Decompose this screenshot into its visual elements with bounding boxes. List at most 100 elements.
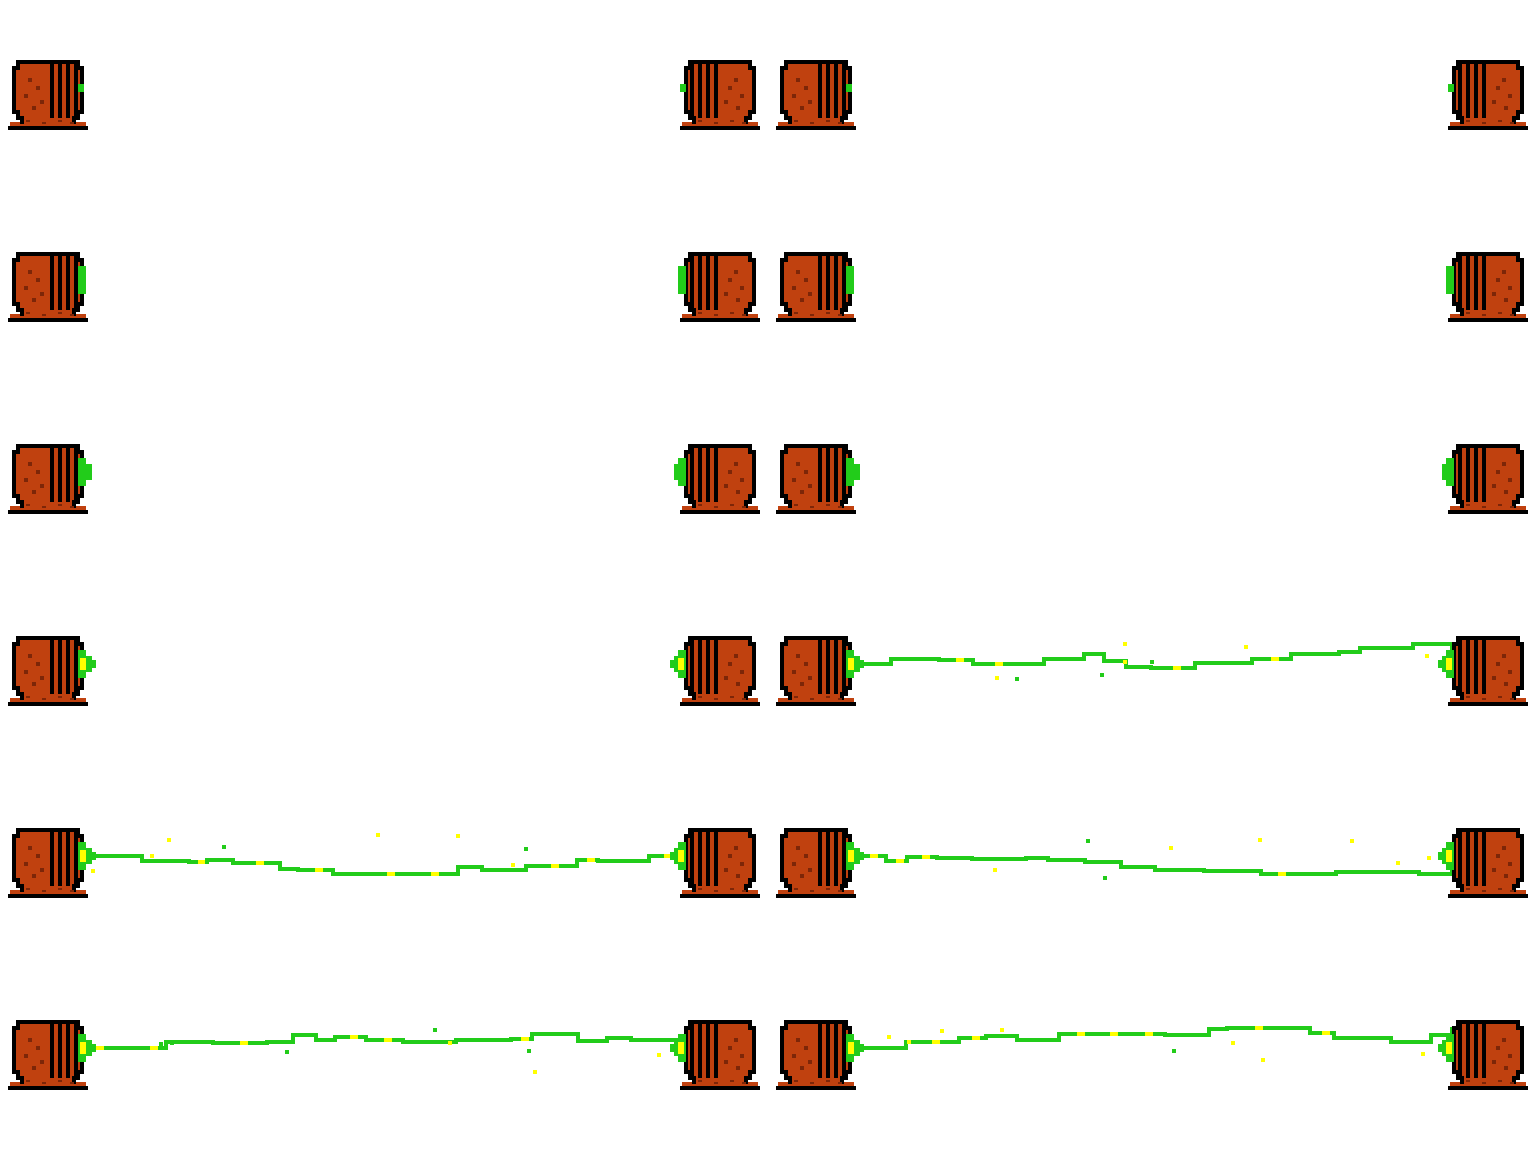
tesla-coil-sprite — [678, 252, 760, 322]
spark — [170, 1041, 174, 1045]
spark — [995, 676, 999, 680]
animation-frame-row — [8, 1020, 1528, 1090]
emitter-glow — [670, 660, 680, 668]
spark — [384, 1038, 392, 1042]
tesla-coil-sprite — [8, 1020, 96, 1090]
spark — [1172, 1049, 1176, 1053]
spark — [150, 1046, 158, 1050]
spark — [1145, 1032, 1153, 1036]
tesla-coil-sprite — [8, 828, 96, 898]
spark — [1123, 642, 1127, 646]
spark — [456, 834, 460, 838]
tesla-coil-sprite — [1438, 1020, 1528, 1090]
tesla-coil-sprite — [1438, 636, 1528, 706]
spark — [932, 1040, 940, 1044]
tesla-coil-sprite — [8, 444, 92, 514]
emitter-glow — [1438, 852, 1448, 860]
emitter-glow — [678, 266, 686, 294]
spark — [1322, 1031, 1330, 1035]
emitter-glow — [1448, 84, 1454, 92]
lightning-beam — [854, 1026, 1454, 1062]
emitter-glow — [86, 660, 96, 668]
emitter-spark — [1446, 850, 1452, 862]
spark — [1077, 1032, 1085, 1036]
spark — [657, 1053, 661, 1057]
emitter-glow — [86, 852, 96, 860]
spark — [159, 1042, 163, 1046]
spark — [524, 847, 528, 851]
spark — [1169, 846, 1173, 850]
tesla-coil-sprite — [8, 60, 88, 130]
spark — [1271, 657, 1279, 661]
lightning-beam — [854, 838, 1454, 880]
spark — [1244, 645, 1248, 649]
spark — [240, 1041, 248, 1045]
spark — [521, 1037, 529, 1041]
spark — [222, 845, 226, 849]
spark — [896, 859, 904, 863]
spark — [1100, 673, 1104, 677]
spark — [1258, 838, 1262, 842]
tesla-coil-sprite — [1438, 828, 1528, 898]
spark — [972, 1036, 980, 1040]
animation-frame-row — [8, 828, 1528, 898]
spark — [1103, 876, 1107, 880]
spark — [1123, 660, 1127, 664]
tesla-coil-sprite — [776, 828, 864, 898]
tesla-coil-sprite — [776, 60, 856, 130]
spark — [907, 1040, 911, 1044]
emitter-glow — [854, 660, 864, 668]
emitter-glow — [670, 852, 680, 860]
spark — [1150, 660, 1154, 664]
spark — [551, 864, 559, 868]
tesla-coil-sprite — [670, 636, 760, 706]
spark — [887, 1035, 891, 1039]
emitter-glow — [84, 464, 92, 480]
tesla-coil-sprite — [8, 252, 88, 322]
spark — [1015, 677, 1019, 681]
spark — [448, 1041, 452, 1045]
spark — [1173, 666, 1181, 670]
emitter-spark — [80, 1042, 86, 1054]
spark — [1231, 1041, 1235, 1045]
spark — [995, 662, 1003, 666]
emitter-glow — [1446, 266, 1454, 294]
emitter-glow — [78, 84, 84, 92]
emitter-glow — [86, 1044, 96, 1052]
spark — [533, 1070, 537, 1074]
spark — [993, 868, 997, 872]
spark — [1000, 1028, 1004, 1032]
emitter-glow — [854, 1044, 864, 1052]
lightning-beam — [86, 833, 682, 876]
emitter-spark — [80, 850, 86, 862]
spark — [285, 1050, 289, 1054]
spark — [1278, 872, 1286, 876]
spark — [956, 658, 964, 662]
spark — [91, 869, 95, 873]
emitter-glow — [1438, 660, 1448, 668]
emitter-spark — [80, 658, 86, 670]
tesla-coil-sprite — [670, 1020, 760, 1090]
lightning-beam — [86, 1028, 682, 1074]
tesla-coil-sprite — [1442, 444, 1528, 514]
spark — [1396, 861, 1400, 865]
spark — [256, 861, 264, 865]
tesla-coil-sprite — [674, 444, 760, 514]
emitter-spark — [1446, 1042, 1452, 1054]
spark — [433, 1028, 437, 1032]
spark — [511, 863, 515, 867]
spark — [1427, 856, 1431, 860]
tesla-coil-sprite — [776, 636, 864, 706]
emitter-spark — [678, 1042, 684, 1054]
emitter-glow — [846, 458, 854, 486]
tesla-coil-sprite — [680, 60, 760, 130]
spark — [1425, 654, 1429, 658]
animation-frame-row — [8, 636, 1528, 706]
emitter-glow — [78, 458, 86, 486]
spark — [431, 872, 439, 876]
tesla-coil-sprite — [670, 828, 760, 898]
emitter-spark — [678, 850, 684, 862]
emitter-glow — [680, 84, 686, 92]
